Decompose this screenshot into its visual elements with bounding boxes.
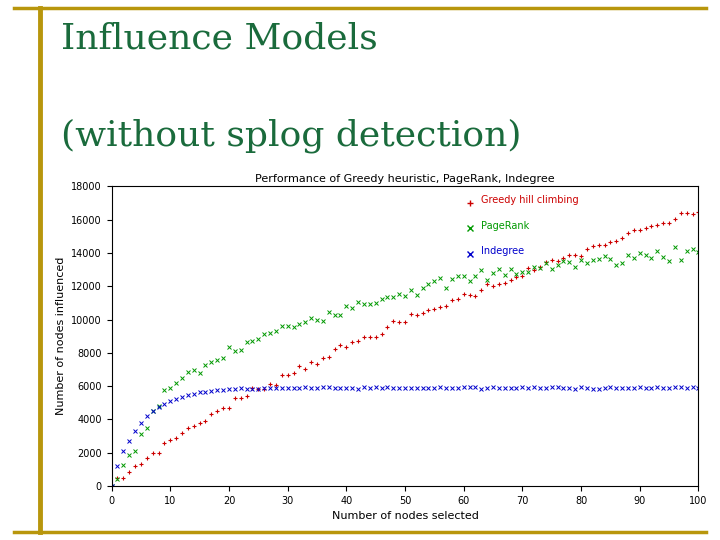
Text: PageRank: PageRank [481, 221, 529, 231]
Text: (without splog detection): (without splog detection) [61, 119, 522, 153]
Y-axis label: Number of nodes influenced: Number of nodes influenced [55, 257, 66, 415]
Text: Greedy hill climbing: Greedy hill climbing [481, 195, 579, 205]
Text: Indegree: Indegree [481, 246, 524, 256]
Text: Influence Models: Influence Models [61, 22, 378, 56]
Title: Performance of Greedy heuristic, PageRank, Indegree: Performance of Greedy heuristic, PageRan… [255, 174, 555, 184]
X-axis label: Number of nodes selected: Number of nodes selected [332, 511, 478, 521]
